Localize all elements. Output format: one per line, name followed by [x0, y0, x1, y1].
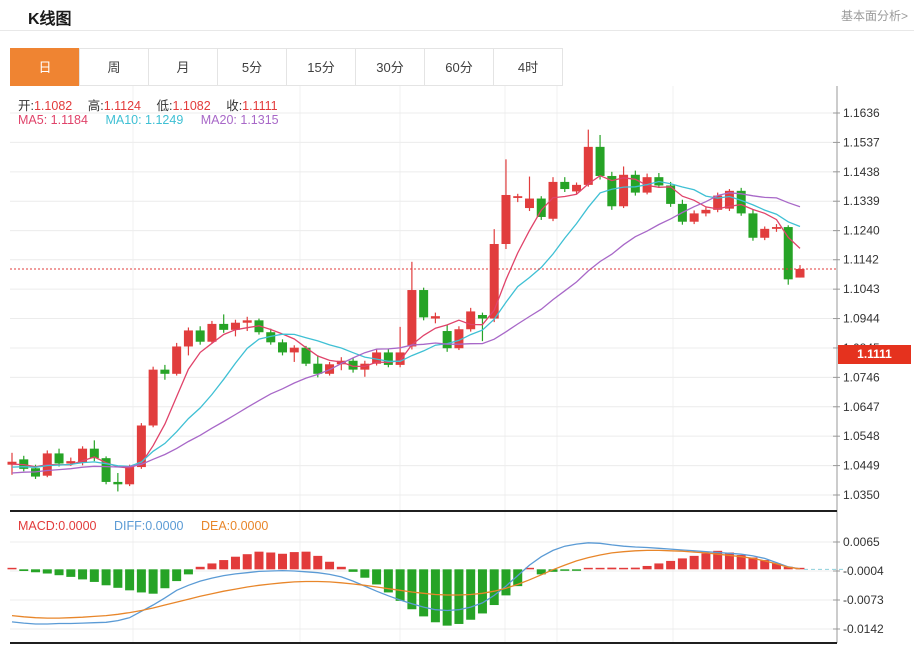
svg-text:1.1240: 1.1240 [843, 224, 880, 238]
svg-text:1.0449: 1.0449 [843, 459, 880, 473]
svg-text:1.1142: 1.1142 [843, 253, 879, 267]
svg-text:1.0746: 1.0746 [843, 370, 880, 384]
tab-60min[interactable]: 60分 [424, 48, 494, 86]
page-title: K线图 [28, 11, 72, 28]
svg-text:0.0065: 0.0065 [843, 535, 880, 549]
page-header: K线图 基本面分析> [0, 0, 914, 31]
svg-text:1.1636: 1.1636 [843, 106, 880, 120]
timeframe-tabs: 日 周 月 5分 15分 30分 60分 4时 [10, 48, 563, 86]
svg-text:1.0845: 1.0845 [843, 341, 880, 355]
svg-text:-0.0073: -0.0073 [843, 593, 884, 607]
svg-text:1.1537: 1.1537 [843, 135, 880, 149]
tab-month[interactable]: 月 [148, 48, 218, 86]
svg-text:1.0647: 1.0647 [843, 400, 880, 414]
svg-text:-0.0142: -0.0142 [843, 622, 884, 636]
tab-5min[interactable]: 5分 [217, 48, 287, 86]
svg-text:1.1438: 1.1438 [843, 165, 880, 179]
fundamental-analysis-link[interactable]: 基本面分析> [840, 9, 908, 23]
kline-chart-canvas[interactable]: 1.1636 1.1537 1.1438 1.1339 1.1240 1.1142 1.10… [0, 86, 914, 645]
svg-text:1.1043: 1.1043 [843, 282, 880, 296]
tab-15min[interactable]: 15分 [286, 48, 356, 86]
svg-text:1.0944: 1.0944 [843, 312, 880, 326]
svg-text:1.0548: 1.0548 [843, 429, 880, 443]
tab-4hour[interactable]: 4时 [493, 48, 563, 86]
tab-30min[interactable]: 30分 [355, 48, 425, 86]
svg-text:1.0350: 1.0350 [843, 488, 880, 502]
svg-text:1.1339: 1.1339 [843, 194, 880, 208]
tab-day[interactable]: 日 [10, 48, 80, 86]
chart-area: 1.1636 1.1537 1.1438 1.1339 1.1240 1.1142 1.10… [0, 86, 914, 645]
svg-text:-0.0004: -0.0004 [843, 564, 884, 578]
tab-week[interactable]: 周 [79, 48, 149, 86]
